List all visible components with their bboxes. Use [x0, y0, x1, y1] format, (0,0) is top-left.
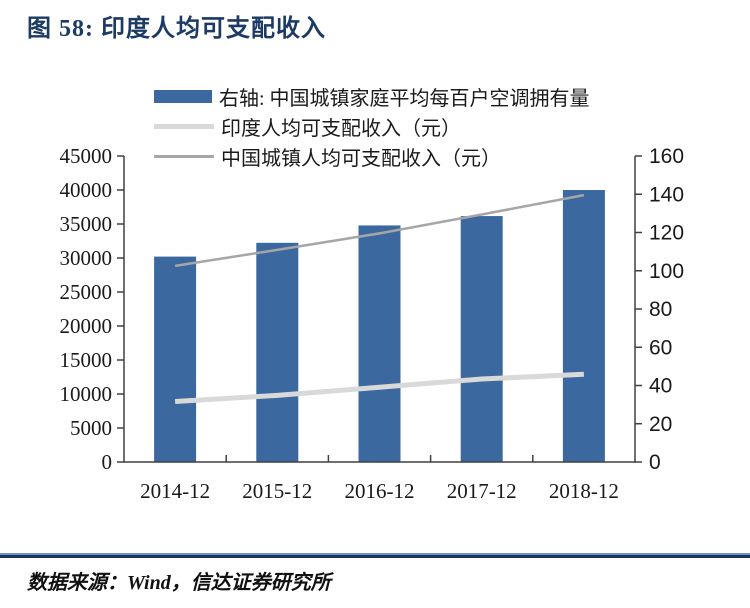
- bar-2017-12: [460, 216, 503, 462]
- legend-label: 印度人均可支配收入（元）: [221, 117, 461, 140]
- left-axis-tick-label: 5000: [70, 416, 112, 440]
- left-axis-tick-label: 20000: [60, 314, 113, 338]
- x-axis-category-label: 2015-12: [242, 479, 312, 503]
- left-axis-tick-label: 25000: [60, 280, 113, 304]
- x-axis-category-label: 2014-12: [140, 479, 210, 503]
- left-axis-tick-label: 45000: [60, 144, 113, 168]
- bar-series-swatch-icon: [154, 89, 212, 103]
- legend-item-china-income: 中国城镇人均可支配收入（元）: [154, 141, 590, 171]
- right-axis-tick-label: 20: [649, 413, 672, 436]
- left-axis-tick-label: 0: [102, 450, 113, 474]
- right-axis-tick-label: 120: [649, 222, 684, 245]
- x-axis-category-label: 2018-12: [549, 479, 619, 503]
- x-axis-category-label: 2017-12: [447, 479, 517, 503]
- chart-canvas: 0 5000 10000 15000 20000 25000 30000 35000 40000…: [60, 144, 685, 503]
- left-axis-tick-label: 35000: [60, 212, 113, 236]
- left-axis-tick-label: 40000: [60, 178, 113, 202]
- right-axis-tick-label: 140: [649, 183, 684, 206]
- line-series-swatch-icon: [154, 123, 214, 129]
- left-axis-tick-label: 15000: [60, 348, 113, 372]
- right-axis-tick-label: 40: [649, 375, 672, 398]
- line-series-1: [174, 371, 585, 404]
- data-source-note: 数据来源：Wind，信达证券研究所: [27, 572, 331, 594]
- right-axis-tick-label: 60: [649, 336, 672, 359]
- legend-item-india-income: 印度人均可支配收入（元）: [154, 111, 590, 141]
- right-axis-tick-label: 80: [649, 298, 672, 321]
- bar-2018-12: [562, 190, 605, 463]
- right-axis-tick-label: 160: [649, 145, 684, 168]
- line-series-2: [174, 193, 585, 268]
- x-axis-category-label: 2016-12: [345, 479, 415, 503]
- right-axis-tick-label: 100: [649, 260, 684, 283]
- left-axis-tick-label: 10000: [60, 382, 113, 406]
- bar-2015-12: [256, 242, 299, 462]
- chart-legend: 右轴: 中国城镇家庭平均每百户空调拥有量 印度人均可支配收入（元） 中国城镇人均…: [154, 81, 590, 171]
- bar-2014-12: [154, 256, 197, 462]
- figure-title: 图 58: 印度人均可支配收入: [27, 16, 326, 42]
- legend-label: 右轴: 中国城镇家庭平均每百户空调拥有量: [219, 87, 590, 110]
- footer-divider: [0, 553, 750, 558]
- line-series-swatch-icon: [154, 154, 214, 158]
- legend-item-ac-ownership: 右轴: 中国城镇家庭平均每百户空调拥有量: [154, 81, 590, 111]
- left-axis-tick-label: 30000: [60, 246, 113, 270]
- right-axis-tick-label: 0: [649, 451, 661, 474]
- legend-label: 中国城镇人均可支配收入（元）: [221, 147, 501, 170]
- bar-2016-12: [358, 225, 401, 462]
